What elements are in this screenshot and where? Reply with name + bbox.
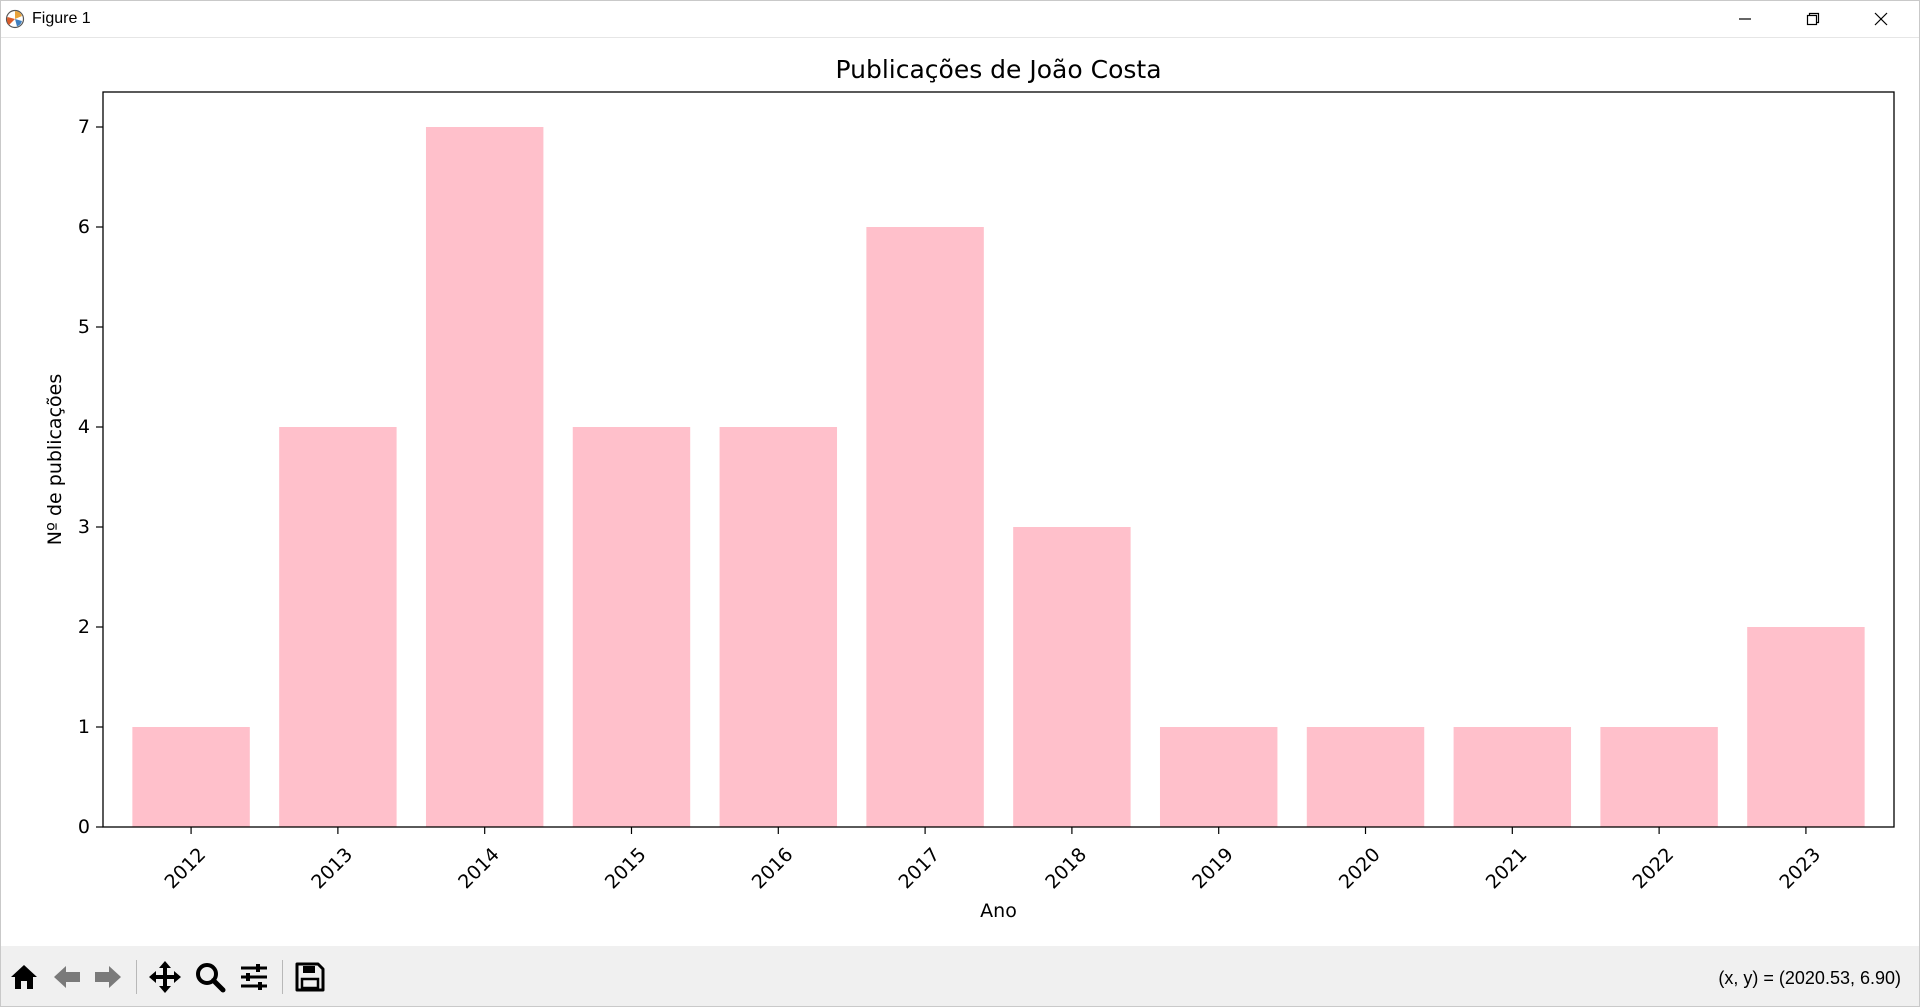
x-tick-label: 2018: [1041, 844, 1091, 894]
minimize-icon: [1739, 18, 1751, 20]
bar-2018: [1013, 527, 1131, 827]
y-tick-label: 0: [78, 816, 90, 838]
x-tick-label: 2019: [1188, 844, 1238, 894]
forward-button[interactable]: [89, 958, 127, 996]
figure-canvas[interactable]: 2012 2013 2014 2015 2016 2017 2018 2019 2020 2021…: [1, 38, 1919, 946]
x-axis-label: Ano: [980, 900, 1017, 922]
arrow-left-icon: [54, 966, 80, 988]
configure-subplots-button[interactable]: [235, 958, 273, 996]
floppy-icon: [295, 962, 325, 992]
sliders-icon: [241, 964, 267, 990]
x-tick-label: 2012: [160, 844, 210, 894]
x-tick-label: 2023: [1775, 844, 1825, 894]
title-bar: Figure 1: [1, 1, 1919, 37]
restore-icon: [1806, 12, 1820, 26]
bar-2012: [132, 727, 250, 827]
y-tick-label: 6: [78, 216, 90, 238]
save-button[interactable]: [291, 958, 329, 996]
bar-2016: [719, 427, 838, 827]
bar-2021: [1453, 727, 1572, 827]
y-tick-label: 4: [78, 416, 90, 438]
x-tick-label: 2020: [1335, 844, 1385, 894]
pan-button[interactable]: [146, 958, 184, 996]
window-title: Figure 1: [32, 10, 91, 27]
chart-title: Publicações de João Costa: [835, 55, 1161, 84]
bar-2014: [425, 127, 544, 827]
navigation-toolbar: (x, y) = (2020.53, 6.90): [1, 946, 1919, 1006]
y-tick-label: 1: [78, 716, 90, 738]
matplotlib-logo-icon: [5, 9, 25, 29]
zoom-button[interactable]: [191, 958, 229, 996]
x-tick-label: 2021: [1482, 844, 1532, 894]
y-tick-label: 5: [78, 316, 90, 338]
toolbar-separator: [136, 960, 137, 994]
y-tick-label: 2: [78, 616, 90, 638]
toolbar-separator: [282, 960, 283, 994]
y-tick-label: 3: [78, 516, 90, 538]
y-tick-label: 7: [78, 116, 90, 138]
bar-2022: [1600, 727, 1718, 827]
close-button[interactable]: [1847, 1, 1915, 37]
bar-2023: [1747, 627, 1865, 827]
x-tick-label: 2013: [307, 844, 357, 894]
y-axis-label: Nº de publicações: [44, 374, 66, 545]
close-icon: [1874, 12, 1888, 26]
bar-2019: [1159, 727, 1278, 827]
restore-button[interactable]: [1779, 1, 1847, 37]
x-tick-label: 2022: [1629, 844, 1679, 894]
back-button[interactable]: [48, 958, 86, 996]
home-icon: [11, 965, 37, 989]
bar-2020: [1306, 727, 1425, 827]
bar-2017: [866, 227, 984, 827]
x-tick-label: 2016: [748, 844, 798, 894]
minimize-button[interactable]: [1711, 1, 1779, 37]
axes-frame: [102, 91, 1895, 828]
title-divider: [1, 37, 1919, 38]
arrow-right-icon: [95, 966, 121, 988]
bar-2015: [572, 427, 691, 827]
move-icon: [149, 961, 181, 993]
x-tick-label: 2014: [454, 844, 504, 894]
magnifier-icon: [196, 963, 226, 993]
home-button[interactable]: [5, 958, 43, 996]
bar-chart: 2012 2013 2014 2015 2016 2017 2018 2019 2020 2021…: [44, 55, 1895, 922]
cursor-coordinates: (x, y) = (2020.53, 6.90): [1718, 968, 1901, 988]
x-tick-label: 2017: [894, 844, 944, 894]
x-tick-label: 2015: [601, 844, 651, 894]
bar-2013: [279, 427, 397, 827]
